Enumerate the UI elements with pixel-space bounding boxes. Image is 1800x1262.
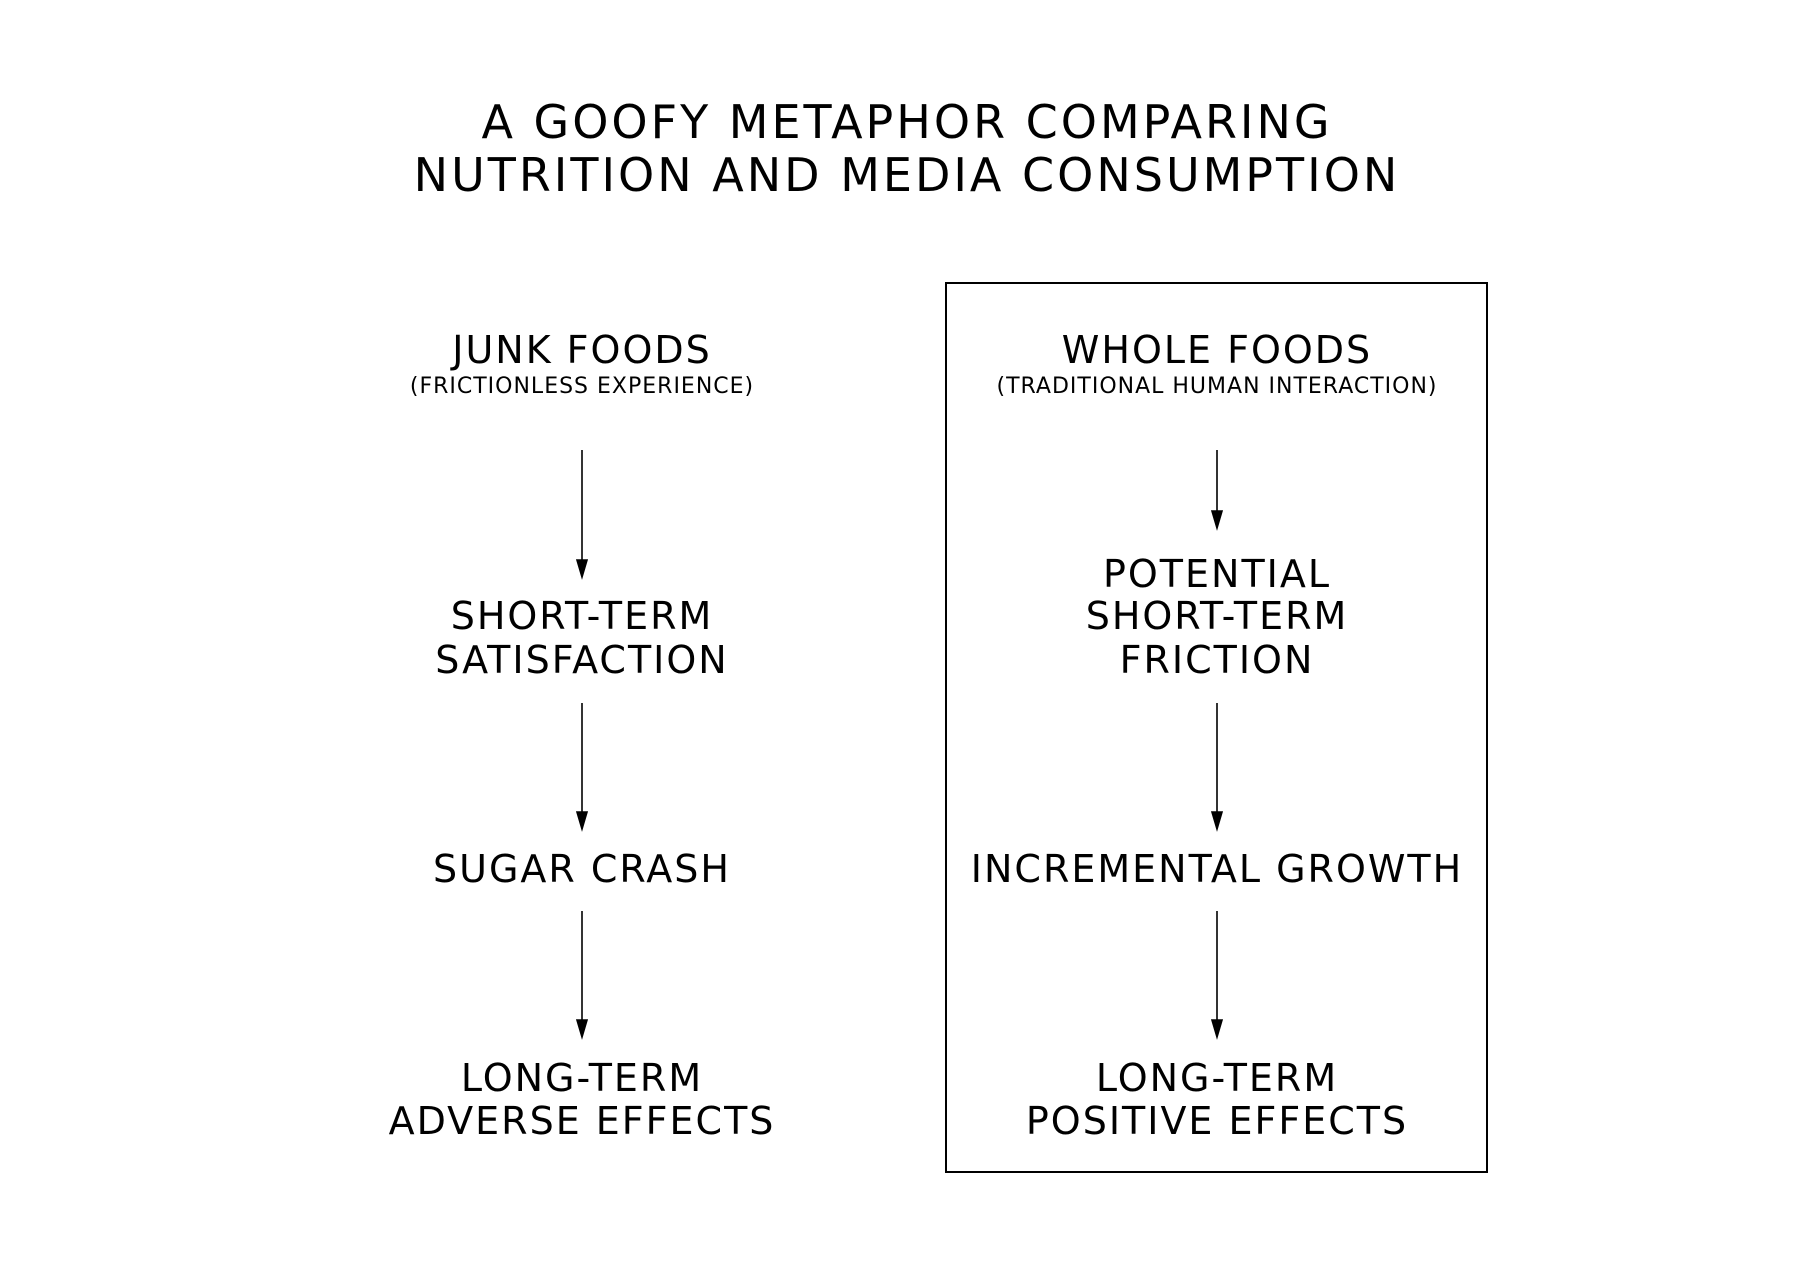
potential-friction-line-1: POTENTIAL [1102,552,1332,596]
short-term-satisfaction-line-2: SATISFACTION [435,638,729,682]
junk-foods-heading: JUNK FOODS [452,328,712,372]
long-term-adverse-effects-line-2: ADVERSE EFFECTS [388,1099,776,1143]
arrow-satisfaction-to-crash [575,703,589,832]
arrow-whole-to-friction [1210,450,1224,531]
whole-foods-highlight-box [945,282,1488,1173]
short-term-satisfaction-line-1: SHORT-TERM [450,594,714,638]
diagram-title-line-2: NUTRITION AND MEDIA CONSUMPTION [413,148,1401,202]
long-term-adverse-effects-line-1: LONG-TERM [460,1056,704,1100]
potential-friction-line-3: FRICTION [1119,638,1315,682]
whole-foods-subheading: (TRADITIONAL HUMAN INTERACTION) [996,374,1438,399]
arrow-friction-to-growth [1210,703,1224,832]
arrow-crash-to-adverse [575,911,589,1040]
long-term-positive-effects-line-1: LONG-TERM [1095,1056,1339,1100]
whole-foods-heading: WHOLE FOODS [1061,328,1373,372]
sugar-crash: SUGAR CRASH [433,847,731,891]
arrow-junk-to-satisfaction [575,450,589,580]
arrow-growth-to-positive [1210,911,1224,1040]
incremental-growth: INCREMENTAL GROWTH [970,847,1464,891]
junk-foods-subheading: (FRICTIONLESS EXPERIENCE) [409,374,755,399]
diagram-title-line-1: A GOOFY METAPHOR COMPARING [481,95,1333,149]
long-term-positive-effects-line-2: POSITIVE EFFECTS [1025,1099,1409,1143]
potential-friction-line-2: SHORT-TERM [1085,594,1349,638]
